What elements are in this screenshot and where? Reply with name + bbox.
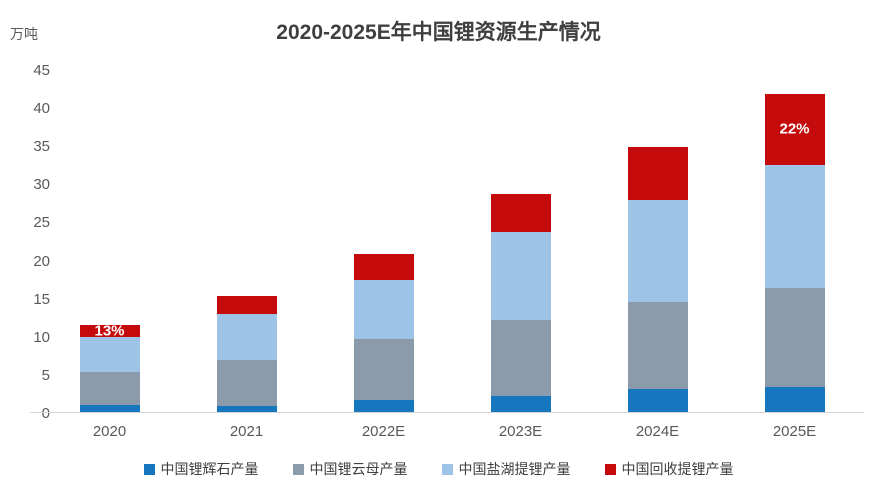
bar-2022E xyxy=(353,253,414,413)
bar-segment xyxy=(216,296,277,314)
legend-swatch-icon xyxy=(292,463,304,475)
bar-segment xyxy=(764,288,825,388)
bar-2025E: 22% xyxy=(764,94,825,413)
x-tick-label: 2020 xyxy=(92,423,127,440)
legend-swatch-icon xyxy=(441,463,453,475)
legend-item: 中国盐湖提锂产量 xyxy=(441,459,571,479)
bar-segment xyxy=(216,313,277,361)
bar-2023E xyxy=(490,193,551,413)
bar-2024E xyxy=(627,147,688,413)
bar-segment xyxy=(490,320,551,397)
bar-segment: 22% xyxy=(764,94,825,165)
x-tick-label: 2024E xyxy=(635,423,680,440)
bar-2021 xyxy=(216,296,277,413)
y-tick-label: 20 xyxy=(33,252,50,270)
bar-segment xyxy=(353,279,414,340)
bar-segment xyxy=(490,396,551,413)
legend-label: 中国锂辉石产量 xyxy=(160,461,259,477)
x-tick-label: 2025E xyxy=(772,423,817,440)
bar-segment xyxy=(79,371,140,406)
y-tick-label: 45 xyxy=(33,62,50,79)
bar-segment xyxy=(764,387,825,413)
y-tick-label: 30 xyxy=(33,176,50,194)
y-axis-unit-label: 万吨 xyxy=(10,26,38,42)
x-axis-line xyxy=(30,412,864,413)
legend-swatch-icon xyxy=(143,463,155,475)
y-tick-label: 5 xyxy=(41,366,50,384)
x-tick-label: 2022E xyxy=(361,423,406,440)
x-tick-label: 2021 xyxy=(229,423,264,440)
bar-2020: 13% xyxy=(79,322,140,413)
x-axis: 2020 2021 2022E 2023E 2024E 2025E xyxy=(41,423,863,443)
y-tick-label: 15 xyxy=(33,290,50,308)
y-tick-label: 40 xyxy=(33,100,50,118)
bar-segment xyxy=(216,406,277,413)
bar-segment xyxy=(353,339,414,401)
plot-area: 13% 22% xyxy=(41,70,863,413)
legend-swatch-icon xyxy=(604,463,616,475)
legend-label: 中国回收提锂产量 xyxy=(621,461,734,477)
x-tick-label: 2023E xyxy=(498,423,543,440)
bar-segment xyxy=(216,360,277,407)
legend: 中国锂辉石产量 中国锂云母产量 中国盐湖提锂产量 中国回收提锂产量 xyxy=(0,459,877,479)
legend-item: 中国锂云母产量 xyxy=(292,459,408,479)
bar-segment xyxy=(627,199,688,302)
legend-label: 中国盐湖提锂产量 xyxy=(458,461,571,477)
y-tick-label: 10 xyxy=(33,328,50,346)
chart-title: 2020-2025E年中国锂资源生产情况 xyxy=(276,21,601,44)
bar-segment xyxy=(490,193,551,232)
y-tick-label: 25 xyxy=(33,214,50,232)
legend-item: 中国锂辉石产量 xyxy=(143,459,259,479)
legend-label: 中国锂云母产量 xyxy=(309,461,408,477)
bar-segment xyxy=(79,336,140,372)
bar-segment: 13% xyxy=(79,322,140,340)
data-label: 22% xyxy=(779,120,810,138)
bar-segment xyxy=(627,147,688,200)
bar-segment xyxy=(627,301,688,389)
bar-segment xyxy=(353,400,414,413)
legend-item: 中国回收提锂产量 xyxy=(604,459,734,479)
bar-segment xyxy=(79,405,140,413)
y-tick-label: 35 xyxy=(33,138,50,156)
bar-segment xyxy=(764,164,825,289)
bar-segment xyxy=(490,231,551,321)
bar-segment xyxy=(627,388,688,413)
data-label: 13% xyxy=(94,322,125,340)
bar-segment xyxy=(353,253,414,280)
y-tick-label: 0 xyxy=(41,405,50,422)
